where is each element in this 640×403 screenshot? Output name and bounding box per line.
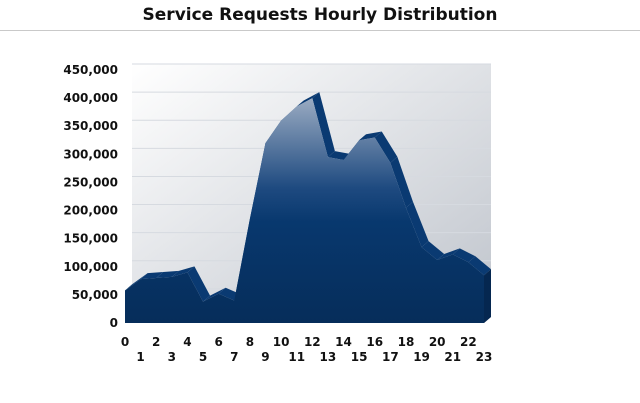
x-tick-label: 6 (214, 335, 222, 349)
area-top-segment (203, 287, 226, 302)
x-tick-label: 13 (320, 350, 337, 364)
x-tick-label: 3 (168, 350, 176, 364)
x-tick-label: 17 (382, 350, 399, 364)
x-tick-label: 8 (246, 335, 254, 349)
area-top-segment (421, 241, 445, 261)
area-top-segment (156, 270, 179, 279)
x-tick-label: 18 (398, 335, 415, 349)
area-top-segment (125, 273, 148, 291)
x-tick-label: 7 (230, 350, 238, 364)
area-top-segment (312, 92, 335, 158)
y-tick-label: 350,000 (63, 119, 118, 133)
area-top-segment (171, 266, 195, 277)
x-tick-label: 22 (460, 335, 477, 349)
area-top-segment (452, 248, 476, 263)
x-tick-label: 15 (351, 350, 368, 364)
area-top-segment (405, 201, 429, 248)
x-tick-label: 21 (444, 350, 461, 364)
x-tick-label: 9 (261, 350, 269, 364)
x-tick-label: 16 (366, 335, 383, 349)
y-tick-label: 200,000 (63, 204, 118, 218)
area-side-face (484, 269, 491, 323)
area-top-segment (296, 92, 320, 107)
y-tick-label: 100,000 (63, 260, 118, 274)
y-tick-label: 50,000 (72, 288, 118, 302)
area-top-segment (140, 272, 164, 280)
chart-title: Service Requests Hourly Distribution (142, 5, 498, 25)
y-tick-label: 400,000 (63, 91, 118, 105)
area-top-segment (374, 131, 398, 163)
x-tick-label: 5 (199, 350, 207, 364)
y-tick-label: 300,000 (63, 147, 118, 161)
title-divider (0, 30, 640, 31)
x-tick-label: 2 (152, 335, 160, 349)
y-tick-label: 150,000 (63, 232, 118, 246)
area-top-segment (468, 256, 491, 276)
x-tick-label: 0 (121, 335, 129, 349)
x-tick-label: 20 (429, 335, 446, 349)
x-tick-label: 19 (413, 350, 430, 364)
x-tick-label: 11 (288, 350, 305, 364)
area-top-segment (437, 248, 460, 261)
area-series (125, 92, 491, 323)
area-top-segment (390, 156, 413, 208)
y-tick-label: 450,000 (63, 63, 118, 77)
x-tick-label: 4 (183, 335, 191, 349)
x-tick-label: 14 (335, 335, 352, 349)
y-tick-label: 0 (110, 316, 118, 330)
x-tick-label: 12 (304, 335, 321, 349)
area-top-segment (327, 151, 351, 160)
x-tick-label: 10 (273, 335, 290, 349)
y-axis-tick-labels: 0 50,000 100,000 150,000 200,000 250,000 300,0… (63, 63, 118, 330)
area-front-face (125, 98, 484, 323)
x-tick-label: 1 (136, 350, 144, 364)
y-tick-label: 250,000 (63, 175, 118, 189)
area-top-segment (359, 131, 382, 141)
area-top-segment (187, 266, 211, 302)
x-tick-label: 23 (476, 350, 493, 364)
